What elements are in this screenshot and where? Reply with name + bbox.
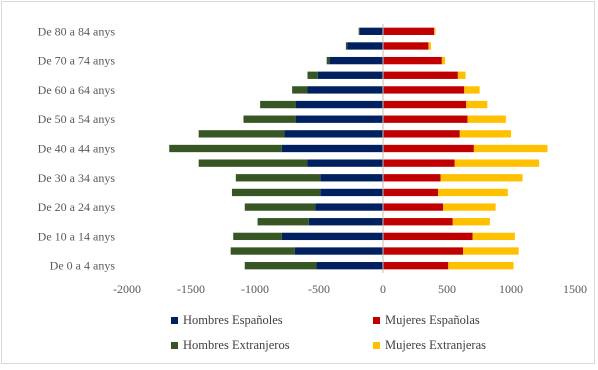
bar-hombres-españoles-2 (281, 232, 383, 241)
x-tick-label: -500 (308, 282, 330, 296)
bar-mujeres-españolas-12 (383, 86, 465, 94)
bar-hombres-extranjeros-11 (260, 100, 296, 109)
bar-hombres-extranjeros-16 (358, 27, 360, 35)
bar-mujeres-españolas-6 (383, 174, 441, 182)
category-labels: De 0 a 4 anys De 10 a 14 anys De 20 a 24 a… (38, 24, 116, 272)
legend-label: Mujeres Españolas (385, 313, 480, 327)
bar-hombres-extranjeros-4 (244, 203, 316, 211)
bar-mujeres-españolas-13 (383, 71, 458, 79)
bar-hombres-españoles-16 (359, 27, 383, 35)
category-label: De 10 a 14 anys (38, 229, 116, 243)
bar-mujeres-extranjeras-0 (448, 262, 514, 270)
bar-mujeres-extranjeras-16 (434, 27, 436, 35)
bar-mujeres-extranjeras-14 (441, 56, 446, 65)
bar-hombres-extranjeros-15 (345, 42, 348, 50)
bar-hombres-extranjeros-13 (307, 71, 318, 79)
bar-mujeres-extranjeras-9 (459, 130, 511, 138)
bar-hombres-españoles-9 (284, 130, 383, 138)
category-label: De 40 a 44 anys (38, 142, 116, 156)
bar-mujeres-españolas-1 (383, 247, 463, 255)
category-label: De 30 a 34 anys (38, 171, 116, 185)
bar-hombres-extranjeros-1 (230, 247, 295, 255)
bar-hombres-extranjeros-2 (233, 232, 282, 241)
bar-mujeres-españolas-16 (383, 27, 435, 35)
bar-hombres-españoles-5 (320, 188, 383, 197)
bar-hombres-extranjeros-5 (231, 188, 321, 197)
category-label: De 0 a 4 anys (50, 259, 116, 273)
bar-hombres-españoles-1 (294, 247, 383, 255)
bar-mujeres-españolas-8 (383, 144, 474, 153)
bar-hombres-españoles-10 (295, 115, 383, 123)
x-tick-label: 1500 (563, 282, 587, 296)
legend-label: Mujeres Extranjeras (385, 338, 486, 352)
category-label: De 50 a 54 anys (38, 112, 116, 126)
bar-mujeres-españolas-2 (383, 232, 473, 241)
chart-frame: De 0 a 4 anys De 10 a 14 anys De 20 a 24 a… (1, 1, 595, 364)
bar-mujeres-españolas-0 (383, 262, 449, 270)
bar-mujeres-extranjeras-1 (463, 247, 519, 255)
population-pyramid-chart: De 0 a 4 anys De 10 a 14 anys De 20 a 24 a… (38, 24, 587, 352)
bar-mujeres-extranjeras-6 (440, 174, 523, 182)
category-label: De 20 a 24 anys (38, 200, 116, 214)
legend-label: Hombres Extranjeros (183, 338, 290, 352)
x-tick-labels: -2000 -1500 -1000 -500 0 500 1000 1500 (113, 282, 587, 296)
bar-mujeres-extranjeras-10 (467, 115, 506, 123)
bar-hombres-extranjeros-3 (257, 218, 309, 226)
x-tick-label: -1500 (177, 282, 205, 296)
bar-hombres-extranjeros-10 (243, 115, 296, 123)
bar-hombres-españoles-15 (347, 42, 383, 50)
bar-hombres-españoles-13 (317, 71, 383, 79)
bar-mujeres-extranjeras-11 (466, 100, 488, 109)
legend: Hombres Españoles Mujeres Españolas Hombre… (171, 313, 486, 352)
bar-mujeres-españolas-10 (383, 115, 468, 123)
category-label: De 80 a 84 anys (38, 24, 116, 38)
bar-mujeres-extranjeras-3 (452, 218, 490, 226)
bar-mujeres-extranjeras-2 (472, 232, 515, 241)
bar-hombres-españoles-7 (307, 159, 383, 167)
bar-mujeres-extranjeras-5 (438, 188, 508, 197)
bar-hombres-españoles-4 (315, 203, 383, 211)
bars-layer (169, 27, 548, 270)
bar-hombres-extranjeros-7 (198, 159, 308, 167)
bar-mujeres-españolas-11 (383, 100, 467, 109)
legend-swatch (171, 317, 178, 324)
bar-hombres-extranjeros-0 (244, 262, 317, 270)
legend-swatch (373, 342, 380, 349)
bar-mujeres-españolas-9 (383, 130, 460, 138)
bar-mujeres-extranjeras-15 (428, 42, 431, 50)
bar-mujeres-españolas-7 (383, 159, 455, 167)
bar-mujeres-españolas-14 (383, 56, 442, 65)
bar-mujeres-españolas-5 (383, 188, 439, 197)
bar-hombres-extranjeros-12 (292, 86, 308, 94)
bar-hombres-españoles-6 (320, 174, 383, 182)
bar-mujeres-extranjeras-7 (454, 159, 540, 167)
bar-hombres-españoles-0 (316, 262, 383, 270)
legend-label: Hombres Españoles (183, 313, 283, 327)
bar-mujeres-españolas-4 (383, 203, 444, 211)
bar-mujeres-españolas-3 (383, 218, 453, 226)
bar-mujeres-extranjeras-13 (457, 71, 466, 79)
x-tick-label: 1000 (499, 282, 523, 296)
x-tick-label: 500 (438, 282, 456, 296)
x-tick-label: -1000 (241, 282, 269, 296)
bar-hombres-españoles-3 (308, 218, 383, 226)
bar-mujeres-extranjeras-8 (473, 144, 548, 153)
bar-hombres-españoles-14 (329, 56, 383, 65)
x-tick-label: 0 (380, 282, 386, 296)
bar-hombres-extranjeros-9 (198, 130, 285, 138)
bar-hombres-españoles-12 (307, 86, 383, 94)
bar-hombres-extranjeros-6 (235, 174, 321, 182)
legend-swatch (373, 317, 380, 324)
category-label: De 60 a 64 anys (38, 83, 116, 97)
x-tick-label: -2000 (113, 282, 141, 296)
bar-hombres-españoles-11 (295, 100, 383, 109)
legend-swatch (171, 342, 178, 349)
bar-hombres-españoles-8 (281, 144, 383, 153)
bar-mujeres-extranjeras-4 (443, 203, 496, 211)
bar-mujeres-españolas-15 (383, 42, 429, 50)
bar-mujeres-extranjeras-12 (464, 86, 480, 94)
category-label: De 70 a 74 anys (38, 54, 116, 68)
bar-hombres-extranjeros-8 (169, 144, 282, 153)
bar-hombres-extranjeros-14 (326, 56, 330, 65)
